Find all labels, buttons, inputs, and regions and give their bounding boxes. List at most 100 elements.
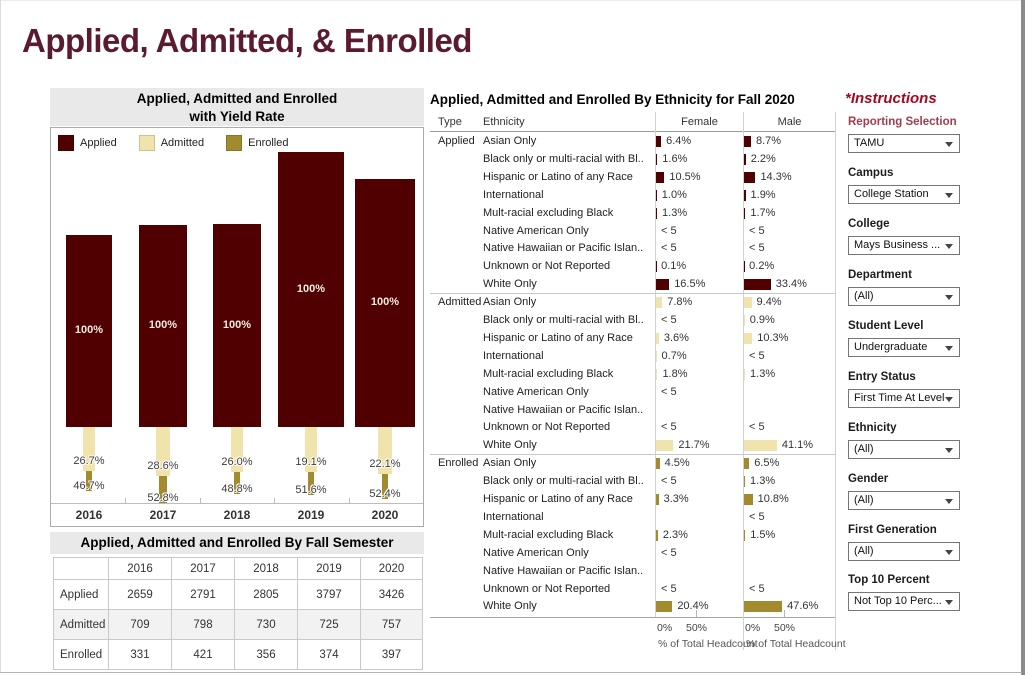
semester-value-cell: 2805 [234, 579, 298, 610]
yield-chart-panel: Applied Admitted Enrolled 100% 26.7% 46.7% 20… [50, 127, 424, 527]
male-value: 0.2% [749, 260, 775, 273]
female-value: 7.8% [667, 296, 693, 309]
male-value: < 5 [749, 421, 765, 434]
instructions-note: *Instructions [845, 90, 937, 107]
applied-bar-2019[interactable] [278, 152, 344, 427]
gender-dropdown[interactable]: (All) [848, 491, 960, 510]
student-level-dropdown[interactable]: Undergraduate [848, 338, 960, 357]
applied-male-bar[interactable] [744, 153, 746, 165]
enrolled-bar-2020[interactable] [381, 473, 389, 499]
department-dropdown[interactable]: (All) [848, 287, 960, 306]
female-value: 10.5% [669, 170, 701, 183]
applied-female-bar[interactable] [656, 153, 658, 165]
female-value: 6.4% [666, 135, 692, 147]
x-axis-tick [125, 498, 126, 503]
admitted-female-bar[interactable] [656, 297, 663, 309]
ethnicity-label: Native Hawaiian or Pacific Islan.. [483, 242, 644, 255]
enrolled-bar-2016[interactable] [86, 470, 92, 492]
applied-bar-2018[interactable] [212, 224, 262, 427]
axis-tick-50 [784, 610, 785, 617]
enrolled-male-bar[interactable] [744, 601, 783, 613]
male-value: < 5 [749, 582, 765, 595]
admitted-male-bar[interactable] [744, 332, 753, 344]
x-axis-tick [200, 498, 201, 503]
enrolled-bar-2018[interactable] [233, 472, 241, 495]
applied-bar-2017[interactable] [138, 225, 188, 427]
top-10-percent-dropdown[interactable]: Not Top 10 Perc... [848, 592, 960, 611]
first-generation-dropdown[interactable]: (All) [848, 542, 960, 561]
semester-corner-cell [53, 557, 109, 580]
applied-female-bar[interactable] [656, 171, 665, 183]
male-value: 6.5% [754, 457, 780, 470]
enrolled-female-bar[interactable] [656, 494, 659, 505]
campus-dropdown[interactable]: College Station [848, 185, 960, 204]
admitted-male-bar[interactable] [744, 368, 746, 380]
enrolled-male-bar[interactable] [744, 529, 746, 541]
ethnicity-col-header-male: Male [777, 116, 802, 128]
enrolled-bar-2017[interactable] [159, 476, 167, 503]
applied-male-bar[interactable] [744, 207, 746, 219]
applied-male-bar[interactable] [744, 136, 751, 147]
table-row: Applied 2659 2791 2805 3797 3426 [53, 579, 423, 610]
chevron-down-icon [945, 142, 953, 147]
female-value: 2.3% [662, 528, 688, 541]
admitted-male-bar[interactable] [744, 440, 777, 452]
first-generation-label: First Generation [848, 524, 937, 536]
admitted-female-bar[interactable] [656, 440, 674, 452]
applied-pct-label: 100% [370, 296, 400, 309]
chevron-down-icon [945, 295, 953, 300]
admitted-female-bar[interactable] [656, 350, 657, 362]
admitted-bar-2019[interactable] [304, 425, 318, 472]
ethnicity-label: Asian Only [483, 135, 537, 147]
admitted-male-bar[interactable] [744, 297, 752, 309]
semester-value-cell: 421 [171, 639, 235, 670]
applied-female-bar[interactable] [656, 189, 657, 201]
semester-year-header: 2019 [297, 557, 361, 580]
college-dropdown[interactable]: Mays Business ... [848, 236, 960, 255]
applied-female-bar[interactable] [656, 279, 670, 291]
enrolled-female-bar[interactable] [656, 529, 658, 541]
semester-row-label: Admitted [53, 609, 109, 640]
applied-female-bar[interactable] [656, 207, 658, 219]
ethnicity-label: Native American Only [483, 224, 589, 237]
ethnicity-label: Native American Only [483, 546, 589, 559]
ethnicity-dropdown[interactable]: (All) [848, 440, 960, 459]
male-value: < 5 [749, 349, 765, 362]
enrolled-female-bar[interactable] [656, 601, 673, 613]
applied-male-bar[interactable] [744, 189, 746, 201]
reporting-selection-dropdown[interactable]: TAMU [848, 134, 960, 153]
semester-year-header: 2017 [171, 557, 235, 580]
enrolled-female-bar[interactable] [656, 458, 660, 470]
admitted-female-bar[interactable] [656, 332, 659, 344]
table-row: Enrolled 331 421 356 374 397 [53, 639, 423, 670]
ethnicity-table-panel: Applied, Admitted and Enrolled By Ethnic… [430, 85, 846, 660]
female-value: < 5 [661, 582, 677, 595]
ethnicity-label: Black only or multi-racial with Bl.. [483, 314, 644, 326]
window-border-top [0, 0, 1022, 1]
admitted-female-bar[interactable] [656, 368, 658, 380]
applied-male-bar[interactable] [744, 279, 771, 291]
ethnicity-label: International [483, 510, 544, 523]
ethnicity-label: Native American Only [483, 385, 589, 398]
ethnicity-value: (All) [854, 443, 874, 455]
admitted-bar-2017[interactable] [156, 425, 170, 477]
applied-male-bar[interactable] [744, 171, 756, 183]
chevron-down-icon [945, 600, 953, 605]
enrolled-male-bar[interactable] [744, 494, 753, 505]
female-value: 0.7% [661, 349, 687, 362]
applied-bar-2016[interactable] [65, 234, 112, 427]
applied-bar-2020[interactable] [355, 179, 415, 427]
admitted-bar-2020[interactable] [378, 425, 392, 474]
applied-female-bar[interactable] [656, 136, 662, 147]
ethnicity-label: White Only [483, 278, 537, 291]
entry-status-dropdown[interactable]: First Time At Level [848, 389, 960, 408]
semester-table-title: Applied, Admitted and Enrolled By Fall S… [50, 532, 424, 554]
enrolled-male-bar[interactable] [744, 476, 746, 488]
admitted-bar-2016[interactable] [82, 425, 96, 471]
female-value: 1.8% [662, 367, 688, 380]
admitted-male-bar[interactable] [744, 315, 745, 326]
enrolled-male-bar[interactable] [744, 458, 750, 470]
admitted-bar-2018[interactable] [230, 425, 244, 473]
enrolled-pct-label: 46.7% [73, 480, 105, 493]
enrolled-bar-2019[interactable] [307, 471, 315, 496]
